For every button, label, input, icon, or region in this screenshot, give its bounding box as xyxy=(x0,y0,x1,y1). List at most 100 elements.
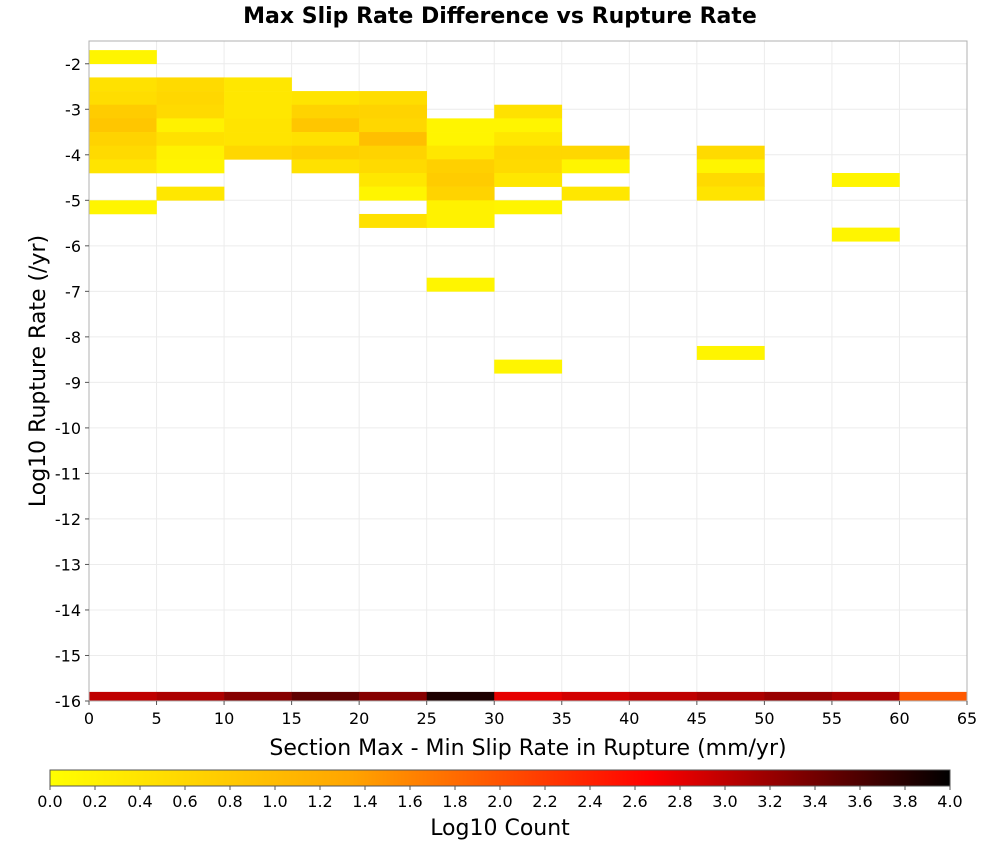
heatmap-cell xyxy=(291,159,360,174)
heatmap-cell xyxy=(224,77,292,92)
heatmap-cell xyxy=(89,145,157,160)
y-axis-ticks: -2 -3 -4 -5 -6 -7 -8 -9 -10 -11 -12 -13 -14 -15 -16 xyxy=(55,55,89,711)
colorbar-tick-label: 3.6 xyxy=(847,792,872,811)
colorbar-tick-label: 2.0 xyxy=(487,792,512,811)
heatmap-cell xyxy=(156,186,225,201)
heatmap-cell xyxy=(89,104,157,119)
heatmap-cell xyxy=(494,145,563,160)
heatmap-cell xyxy=(156,159,225,174)
heatmap-cell xyxy=(764,691,833,702)
heatmap-cell xyxy=(89,132,157,146)
x-tick-label: 65 xyxy=(957,709,977,728)
colorbar-ticks: 0.0 0.2 0.4 0.6 0.8 1.0 1.2 1.4 1.6 1.8 2.0 2.2 2.4 2… xyxy=(37,786,963,811)
heatmap-cell xyxy=(224,145,292,160)
heatmap-cell xyxy=(156,145,225,160)
heatmap-cell xyxy=(426,118,495,133)
y-tick-label: -10 xyxy=(55,419,81,438)
y-tick-label: -11 xyxy=(55,464,81,483)
heatmap-cell xyxy=(426,173,495,187)
x-tick-label: 15 xyxy=(281,709,301,728)
colorbar-tick-label: 0.2 xyxy=(82,792,107,811)
heatmap-cell xyxy=(426,691,495,702)
y-tick-label: -3 xyxy=(65,100,81,119)
heatmap-cell xyxy=(494,104,563,119)
heatmap-cell xyxy=(696,173,765,187)
heatmap-cell xyxy=(89,77,157,92)
heatmap-cell xyxy=(561,159,630,174)
heatmap-cell xyxy=(359,691,427,702)
y-tick-label: -14 xyxy=(55,601,81,620)
y-tick-label: -16 xyxy=(55,692,81,711)
heatmap-cell xyxy=(359,186,427,201)
heatmap-cell xyxy=(291,91,360,106)
colorbar-label: Log10 Count xyxy=(430,816,570,841)
heatmap-cell xyxy=(426,145,495,160)
colorbar-tick-label: 3.2 xyxy=(757,792,782,811)
colorbar xyxy=(49,769,951,787)
heatmap-cell xyxy=(224,91,292,106)
heatmap-cell xyxy=(156,132,225,146)
heatmap-cell xyxy=(359,91,427,106)
colorbar-tick-label: 1.0 xyxy=(262,792,287,811)
heatmap-cell xyxy=(426,200,495,215)
heatmap-cell xyxy=(494,173,563,187)
colorbar-tick-label: 3.4 xyxy=(802,792,827,811)
colorbar-tick-label: 1.2 xyxy=(307,792,332,811)
x-tick-label: 0 xyxy=(84,709,94,728)
colorbar-tick-label: 0.6 xyxy=(172,792,197,811)
x-axis-label: Section Max - Min Slip Rate in Rupture (… xyxy=(269,736,786,761)
heatmap-cell xyxy=(561,145,630,160)
heatmap-cell xyxy=(89,159,157,174)
heatmap-cell xyxy=(629,691,698,702)
heatmap-cell xyxy=(291,104,360,119)
x-tick-label: 55 xyxy=(822,709,842,728)
heatmap-cell xyxy=(831,227,900,242)
heatmap-cell xyxy=(494,132,563,146)
heatmap-cell xyxy=(696,145,765,160)
heatmap-cell xyxy=(359,173,427,187)
x-tick-label: 5 xyxy=(151,709,161,728)
colorbar-tick-label: 1.6 xyxy=(397,792,422,811)
y-tick-label: -7 xyxy=(65,282,81,301)
heatmap-cell xyxy=(696,159,765,174)
heatmap-cell xyxy=(291,691,360,702)
heatmap-cell xyxy=(696,186,765,201)
heatmap-cell xyxy=(494,359,563,374)
colorbar-tick-label: 0.4 xyxy=(127,792,152,811)
heatmap-cell xyxy=(359,132,427,146)
heatmap-cell xyxy=(89,91,157,106)
heatmap-cell xyxy=(359,213,427,228)
y-tick-label: -13 xyxy=(55,555,81,574)
y-tick-label: -4 xyxy=(65,146,81,165)
heatmap-cell xyxy=(899,691,968,702)
x-tick-label: 35 xyxy=(552,709,572,728)
y-axis-label: Log10 Rupture Rate (/yr) xyxy=(26,235,51,507)
heatmap-cell xyxy=(89,200,157,215)
colorbar-tick-label: 3.0 xyxy=(712,792,737,811)
heatmap-cell xyxy=(156,104,225,119)
heatmap-cell xyxy=(831,691,900,702)
heatmap-cell xyxy=(426,277,495,292)
heatmap-cell xyxy=(426,186,495,201)
heatmap-cell xyxy=(494,159,563,174)
heatmap-cell xyxy=(156,118,225,133)
heatmap-cell xyxy=(291,132,360,146)
heatmap-cell xyxy=(89,118,157,133)
colorbar-tick-label: 1.8 xyxy=(442,792,467,811)
heatmap-cells xyxy=(89,50,968,702)
heatmap-cell xyxy=(89,50,157,65)
heatmap-cell xyxy=(696,345,765,360)
colorbar-tick-label: 1.4 xyxy=(352,792,377,811)
y-tick-label: -2 xyxy=(65,55,81,74)
y-tick-label: -12 xyxy=(55,510,81,529)
heatmap-cell xyxy=(426,159,495,174)
colorbar-tick-label: 2.4 xyxy=(577,792,602,811)
heatmap-cell xyxy=(89,691,157,702)
x-tick-label: 25 xyxy=(417,709,437,728)
colorbar-tick-label: 4.0 xyxy=(937,792,962,811)
colorbar-tick-label: 0.0 xyxy=(37,792,62,811)
heatmap-cell xyxy=(156,77,225,92)
x-tick-label: 10 xyxy=(214,709,234,728)
x-axis-ticks: 0 5 10 15 20 25 30 35 40 45 50 55 60 65 xyxy=(84,701,977,728)
